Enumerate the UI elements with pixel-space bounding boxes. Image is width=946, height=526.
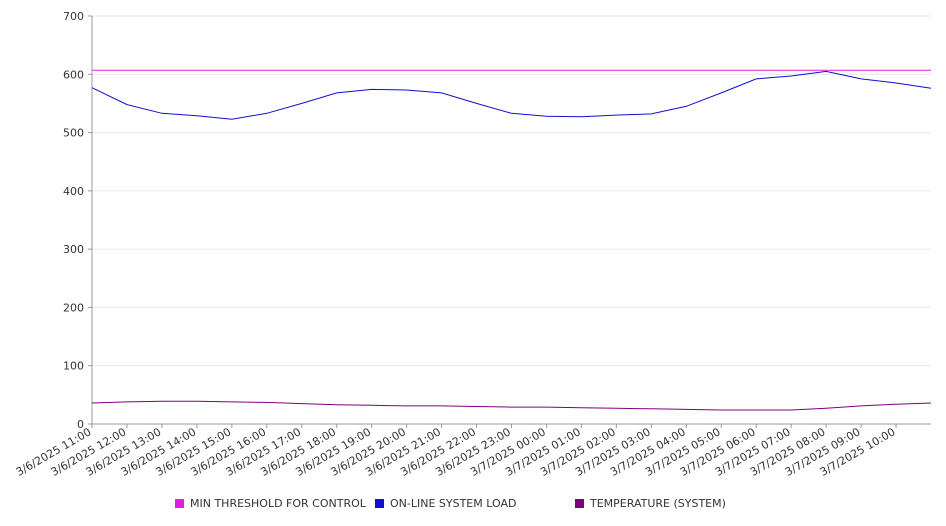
legend-label-system-load: ON-LINE SYSTEM LOAD [390, 497, 517, 510]
legend-item-temperature[interactable]: TEMPERATURE (SYSTEM) [575, 497, 726, 510]
legend: MIN THRESHOLD FOR CONTROL ON-LINE SYSTEM… [0, 497, 946, 515]
legend-label-temperature: TEMPERATURE (SYSTEM) [590, 497, 726, 510]
axes [88, 15, 931, 428]
y-tick-label: 700 [63, 10, 84, 23]
y-tick-label: 300 [63, 243, 84, 256]
y-tick-labels: 0 100 200 300 400 500 600 700 [63, 10, 84, 431]
legend-swatch-min-threshold [175, 499, 184, 508]
grid-lines [92, 15, 931, 425]
legend-item-system-load[interactable]: ON-LINE SYSTEM LOAD [375, 497, 516, 510]
series-line-1 [91, 70, 932, 120]
x-tick-labels: 3/6/2025 11:003/6/2025 12:003/6/2025 13:… [14, 425, 898, 479]
y-tick-label: 0 [77, 418, 84, 431]
series-lines [91, 69, 932, 411]
y-tick-label: 200 [63, 301, 84, 314]
y-tick-label: 600 [63, 68, 84, 81]
legend-swatch-system-load [375, 499, 384, 508]
legend-swatch-temperature [575, 499, 584, 508]
legend-item-min-threshold[interactable]: MIN THRESHOLD FOR CONTROL [175, 497, 366, 510]
y-tick-label: 400 [63, 185, 84, 198]
legend-label-min-threshold: MIN THRESHOLD FOR CONTROL [190, 497, 366, 510]
y-tick-label: 100 [63, 360, 84, 373]
y-tick-label: 500 [63, 127, 84, 140]
series-line-2 [91, 400, 932, 411]
